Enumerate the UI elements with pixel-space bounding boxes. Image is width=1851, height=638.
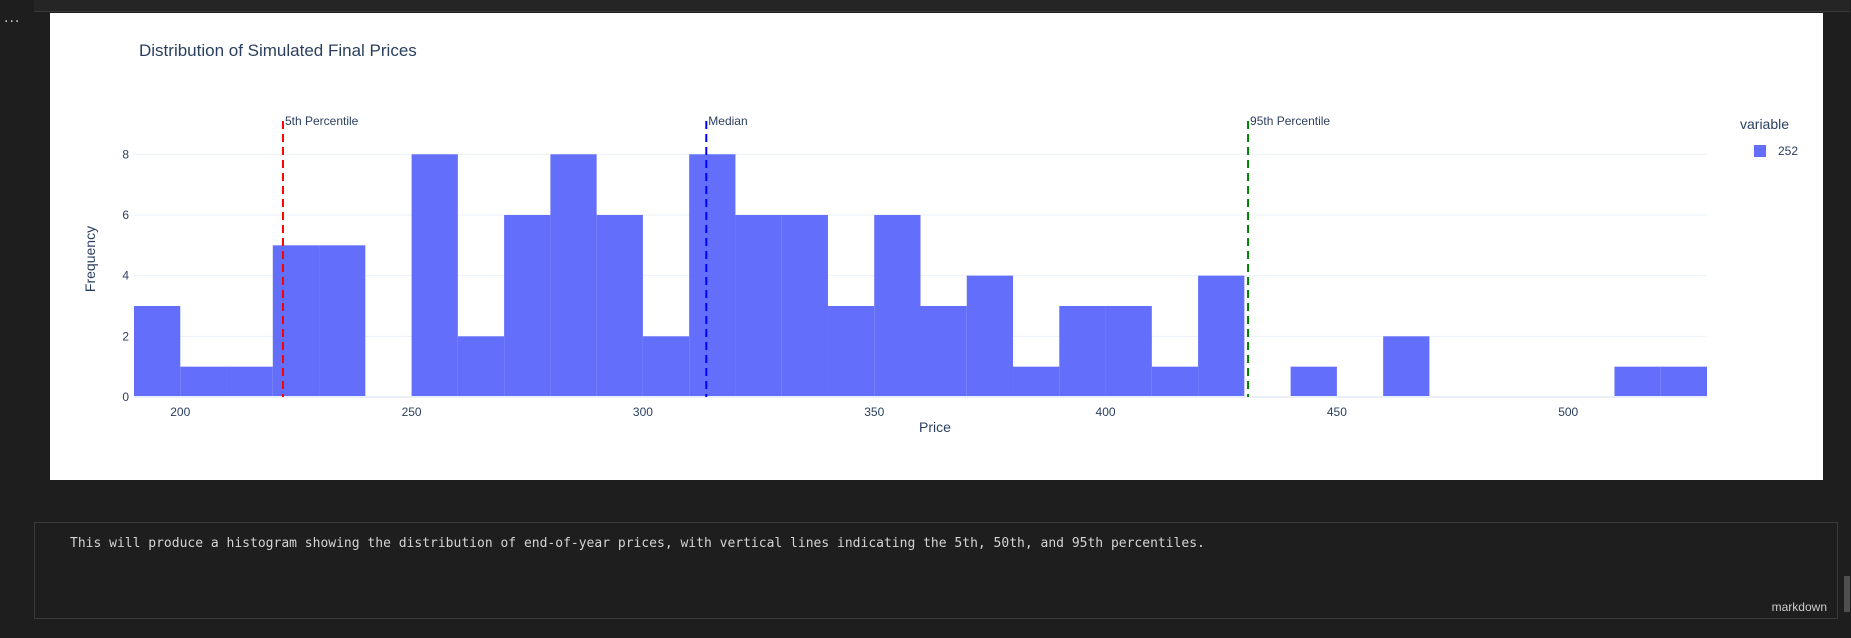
x-tick-label: 300 [633,405,653,419]
histogram-bar[interactable] [319,245,366,397]
histogram-bar[interactable] [1105,305,1152,397]
histogram-chart: 5th Percentile Median 95th Percentile 200 2… [82,41,1798,435]
y-tick-label: 4 [122,269,129,283]
markdown-cell-text[interactable]: This will produce a histogram showing th… [70,536,1205,551]
histogram-bar[interactable] [180,366,227,397]
x-tick-label: 350 [864,405,884,419]
percentile-lines: 5th Percentile Median 95th Percentile [281,114,1330,397]
legend: variable 252 [1740,116,1798,158]
histogram-bar[interactable] [781,214,828,397]
histogram-bar[interactable] [504,214,551,397]
histogram-bar[interactable] [411,154,458,397]
histogram-bar[interactable] [642,336,690,397]
histogram-bar[interactable] [1614,366,1661,397]
cell-output-chart: 5th Percentile Median 95th Percentile 200 2… [50,13,1823,480]
histogram-bar[interactable] [689,154,736,397]
x-tick-label: 450 [1327,405,1347,419]
histogram-bar[interactable] [827,305,875,397]
histogram-bar[interactable] [226,366,273,397]
scrollbar-thumb[interactable] [1844,576,1850,612]
histogram-bar[interactable] [550,154,597,397]
cell-more-actions-icon[interactable]: ... [4,10,21,26]
percentile-label: 95th Percentile [1250,114,1330,128]
histogram-bar[interactable] [596,214,643,397]
histogram-bar[interactable] [1383,336,1430,397]
histogram-bar[interactable] [1151,366,1199,397]
histogram-bar[interactable] [1198,275,1245,397]
markdown-cell[interactable]: This will produce a histogram showing th… [34,522,1838,619]
x-tick-label: 500 [1558,405,1578,419]
y-axis-title: Frequency [82,226,98,292]
previous-cell-edge [34,0,1850,12]
percentile-label: Median [708,114,747,128]
y-tick-label: 8 [122,147,129,161]
legend-entry-label[interactable]: 252 [1778,144,1798,158]
percentile-label: 5th Percentile [285,114,359,128]
y-tick-label: 0 [122,390,129,404]
histogram-bar[interactable] [874,214,921,397]
histogram-bar[interactable] [966,275,1014,397]
histogram-bar[interactable] [134,305,181,397]
x-tick-label: 400 [1096,405,1116,419]
cell-language-label[interactable]: markdown [1771,600,1827,614]
y-tick-label: 6 [122,208,129,222]
axis-ticks: 200 250 300 350 400 450 500 0 2 4 6 8 [122,147,1578,419]
histogram-bar[interactable] [1059,305,1106,397]
legend-swatch[interactable] [1754,145,1766,157]
histogram-bar[interactable] [1013,366,1060,397]
x-axis-title: Price [919,419,951,435]
histogram-bar[interactable] [457,336,505,397]
chart-title: Distribution of Simulated Final Prices [139,41,417,60]
legend-title: variable [1740,116,1789,132]
histogram-bar[interactable] [272,245,320,397]
histogram-bar[interactable] [735,214,782,397]
x-tick-label: 200 [170,405,190,419]
histogram-bar[interactable] [1660,366,1707,397]
histogram-bars [134,154,1707,397]
histogram-bar[interactable] [1290,366,1337,397]
x-tick-label: 250 [402,405,422,419]
y-tick-label: 2 [122,329,129,343]
histogram-bar[interactable] [920,305,967,397]
